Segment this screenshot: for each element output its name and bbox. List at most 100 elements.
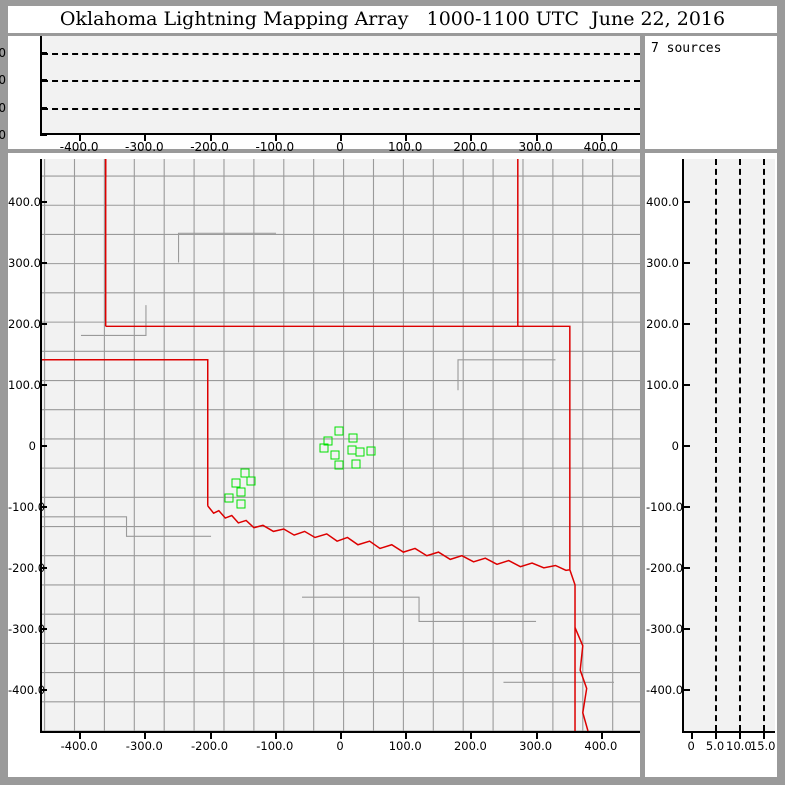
source-marker xyxy=(334,426,344,436)
state-border-ok-tx-panhandle xyxy=(42,359,209,506)
county-line-detail xyxy=(177,232,277,263)
altitude-xtick-mark xyxy=(79,135,82,141)
altitude-xtick-label: 300.0 xyxy=(518,140,553,154)
altitude-xtick-label: -100.0 xyxy=(255,140,295,154)
map-plot-area[interactable] xyxy=(40,159,640,733)
east-plot-area[interactable]: 0 5.0 10.0 15.0 400.0 300.0 200.0 100.0 0 -100.0 -… xyxy=(646,159,775,753)
altitude-ytick-mark xyxy=(40,79,47,81)
map-ytick-label: 100.0 xyxy=(8,377,41,392)
map-ytick-mark xyxy=(40,567,47,570)
map-ytick-label: 300.0 xyxy=(8,255,41,270)
map-geography xyxy=(42,159,640,731)
map-xtick-mark xyxy=(274,733,277,739)
map-xtick-label: 100.0 xyxy=(388,739,422,753)
altitude-xtick-label: 200.0 xyxy=(453,140,488,154)
altitude-ytick-label: 0 xyxy=(0,128,6,142)
east-ytick-label: 400.0 xyxy=(646,194,679,209)
map-xtick-label: -200.0 xyxy=(191,739,229,753)
east-gridline xyxy=(762,159,765,731)
map-xtick-label: 300.0 xyxy=(519,739,553,753)
east-ytick-label: 100.0 xyxy=(646,377,679,392)
map-ytick-label: 200.0 xyxy=(8,316,41,331)
source-marker xyxy=(355,447,365,457)
state-border-ar-tx xyxy=(569,569,576,731)
page-title: Oklahoma Lightning Mapping Array 1000-11… xyxy=(59,8,726,30)
map-ytick-label: -300.0 xyxy=(8,622,46,637)
source-marker xyxy=(334,460,344,470)
map-xtick-mark xyxy=(209,733,212,739)
map-xtick-label: -100.0 xyxy=(256,739,294,753)
source-marker xyxy=(330,450,340,460)
altitude-xtick-mark xyxy=(405,135,408,141)
east-altitude-panel: 0 5.0 10.0 15.0 400.0 300.0 200.0 100.0 0 -100.0 -… xyxy=(645,153,777,777)
east-ytick-label: 300.0 xyxy=(646,255,679,270)
east-xtick-label: 10.0 xyxy=(726,739,752,753)
altitude-xtick-label: -400.0 xyxy=(59,140,99,154)
source-marker xyxy=(236,487,246,497)
altitude-xtick-mark xyxy=(470,135,473,141)
east-xtick-mark xyxy=(691,733,694,739)
east-ytick-mark xyxy=(684,689,690,692)
map-xtick-mark xyxy=(535,733,538,739)
east-ytick-label: -200.0 xyxy=(646,561,684,576)
east-ytick-mark xyxy=(684,445,690,447)
altitude-xtick-label: 0 xyxy=(336,140,344,154)
source-marker xyxy=(319,443,329,453)
altitude-ytick-mark xyxy=(40,106,47,109)
map-ytick-mark xyxy=(40,445,47,447)
source-count-label: 7 sources xyxy=(651,41,722,56)
map-ytick-mark xyxy=(40,200,47,203)
east-ytick-label: -400.0 xyxy=(646,683,684,698)
east-ytick-label: 0 xyxy=(671,439,679,453)
east-ytick-mark xyxy=(684,322,690,325)
altitude-gridline xyxy=(42,52,640,55)
east-xtick-label: 5.0 xyxy=(705,739,725,753)
source-marker xyxy=(323,436,333,446)
county-line-detail xyxy=(80,305,147,337)
county-boundaries xyxy=(42,159,640,731)
source-marker xyxy=(246,476,256,486)
state-border-east-detail xyxy=(574,627,589,731)
east-ytick-mark xyxy=(684,383,690,386)
source-marker xyxy=(348,433,358,443)
map-ytick-mark xyxy=(40,322,47,325)
east-ytick-mark xyxy=(684,506,690,509)
altitude-ytick-mark xyxy=(40,134,47,136)
altitude-xtick-label: -200.0 xyxy=(190,140,229,154)
altitude-xtick-mark xyxy=(340,135,342,141)
altitude-xtick-mark xyxy=(535,135,538,141)
map-xtick-label: 0 xyxy=(336,739,344,753)
map-xtick-mark xyxy=(144,733,147,739)
east-xtick-label: 0 xyxy=(687,739,695,753)
state-boundaries xyxy=(42,159,589,731)
map-xtick-mark xyxy=(79,733,82,739)
map-ytick-mark xyxy=(40,383,47,386)
map-ytick-label: -100.0 xyxy=(8,500,46,515)
altitude-xtick-mark xyxy=(144,135,147,141)
map-panel: 400.0 300.0 200.0 100.0 0 -100.0 -200.0 -300.0 -… xyxy=(8,153,640,777)
altitude-xtick-label: 100.0 xyxy=(388,140,423,154)
map-xtick-label: -300.0 xyxy=(125,739,163,753)
east-xtick-label: 15.0 xyxy=(749,739,776,753)
sources-count-panel: 7 sources xyxy=(645,36,777,149)
map-ytick-label: 400.0 xyxy=(8,194,41,209)
map-xtick-mark xyxy=(470,733,473,739)
altitude-plot-area[interactable] xyxy=(40,36,640,135)
source-marker xyxy=(351,459,361,469)
map-xtick-mark xyxy=(600,733,603,739)
altitude-ytick-label: 5.0 xyxy=(0,100,6,115)
altitude-gridline xyxy=(42,80,640,82)
title-bar: Oklahoma Lightning Mapping Array 1000-11… xyxy=(8,6,777,33)
altitude-gridline xyxy=(42,107,640,110)
map-ytick-mark xyxy=(40,628,47,631)
state-border-red-river xyxy=(207,505,570,572)
east-ytick-label: -300.0 xyxy=(646,622,684,637)
east-ytick-mark xyxy=(684,200,690,203)
map-ytick-mark xyxy=(40,261,47,264)
map-xtick-label: 200.0 xyxy=(453,739,487,753)
source-marker xyxy=(231,478,241,488)
map-xtick-label: 400.0 xyxy=(584,739,618,753)
east-xtick-mark xyxy=(762,733,765,739)
map-ytick-label: -200.0 xyxy=(8,561,46,576)
